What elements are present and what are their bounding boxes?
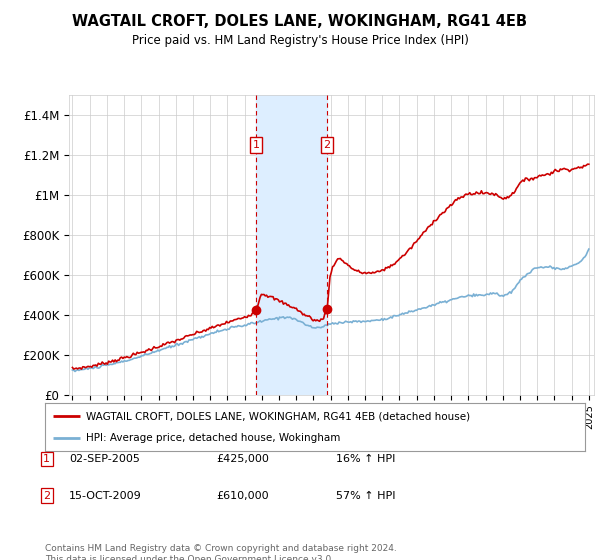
Text: 2: 2	[323, 140, 331, 150]
Text: 1: 1	[43, 454, 50, 464]
Text: £425,000: £425,000	[216, 454, 269, 464]
Text: WAGTAIL CROFT, DOLES LANE, WOKINGHAM, RG41 4EB: WAGTAIL CROFT, DOLES LANE, WOKINGHAM, RG…	[73, 14, 527, 29]
Text: 15-OCT-2009: 15-OCT-2009	[69, 491, 142, 501]
Text: 57% ↑ HPI: 57% ↑ HPI	[336, 491, 395, 501]
Text: 02-SEP-2005: 02-SEP-2005	[69, 454, 140, 464]
Text: Contains HM Land Registry data © Crown copyright and database right 2024.
This d: Contains HM Land Registry data © Crown c…	[45, 544, 397, 560]
Text: 2: 2	[43, 491, 50, 501]
Text: HPI: Average price, detached house, Wokingham: HPI: Average price, detached house, Woki…	[86, 433, 340, 443]
Text: 1: 1	[253, 140, 260, 150]
Text: 16% ↑ HPI: 16% ↑ HPI	[336, 454, 395, 464]
Bar	[256, 95, 327, 395]
Text: WAGTAIL CROFT, DOLES LANE, WOKINGHAM, RG41 4EB (detached house): WAGTAIL CROFT, DOLES LANE, WOKINGHAM, RG…	[86, 411, 470, 421]
Text: Price paid vs. HM Land Registry's House Price Index (HPI): Price paid vs. HM Land Registry's House …	[131, 34, 469, 46]
Text: £610,000: £610,000	[216, 491, 269, 501]
